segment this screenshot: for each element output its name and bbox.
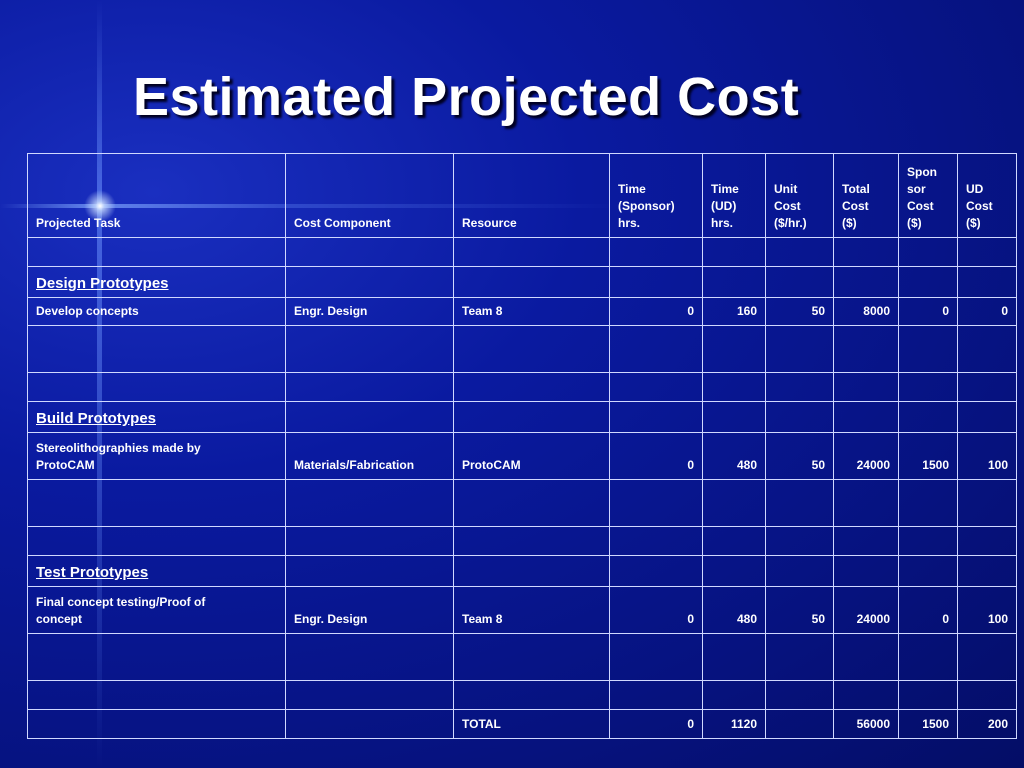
cell-total-cost: 8000 xyxy=(833,297,899,326)
section-row-test: Test Prototypes xyxy=(27,555,1017,587)
header-projected-task: Projected Task xyxy=(27,153,286,238)
header-time-ud: Time (UD) hrs. xyxy=(702,153,766,238)
empty-row xyxy=(27,325,1017,373)
total-row: TOTAL 0 1120 56000 1500 200 xyxy=(27,709,1017,739)
cell-unit-cost xyxy=(765,709,834,739)
cell-time-ud: 1120 xyxy=(702,709,766,739)
empty-row xyxy=(27,479,1017,527)
cell-component: Engr. Design xyxy=(285,297,454,326)
table-row: Final concept testing/Proof of concept E… xyxy=(27,586,1017,634)
cell-total-cost: 24000 xyxy=(833,432,899,480)
cell-time-ud: 480 xyxy=(702,432,766,480)
header-resource: Resource xyxy=(453,153,610,238)
cell-sponsor-cost: 1500 xyxy=(898,432,958,480)
cell-time-sponsor: 0 xyxy=(609,586,703,634)
cell-sponsor-cost: 0 xyxy=(898,297,958,326)
cell-time-sponsor: 0 xyxy=(609,709,703,739)
table-row: Develop concepts Engr. Design Team 8 0 1… xyxy=(27,297,1017,326)
header-unit-cost: Unit Cost ($/hr.) xyxy=(765,153,834,238)
header-total-cost: Total Cost ($) xyxy=(833,153,899,238)
cell-time-sponsor: 0 xyxy=(609,297,703,326)
header-sponsor-cost: Spon sor Cost ($) xyxy=(898,153,958,238)
header-cost-component: Cost Component xyxy=(285,153,454,238)
empty-row xyxy=(27,526,1017,556)
cell-sponsor-cost: 1500 xyxy=(898,709,958,739)
cell-ud-cost: 100 xyxy=(957,432,1017,480)
empty-row xyxy=(27,237,1017,267)
cell-time-sponsor: 0 xyxy=(609,432,703,480)
cell-resource: ProtoCAM xyxy=(453,432,610,480)
cell-unit-cost: 50 xyxy=(765,297,834,326)
cell-ud-cost: 0 xyxy=(957,297,1017,326)
empty-row xyxy=(27,633,1017,681)
section-design-prototypes: Design Prototypes xyxy=(27,266,286,298)
cell-component: Engr. Design xyxy=(285,586,454,634)
cell-task: Develop concepts xyxy=(27,297,286,326)
cell-time-ud: 480 xyxy=(702,586,766,634)
page-title: Estimated Projected Cost xyxy=(133,67,800,127)
empty-row xyxy=(27,680,1017,710)
table-row: Stereolithographies made by ProtoCAM Mat… xyxy=(27,432,1017,480)
cell-total-cost: 24000 xyxy=(833,586,899,634)
section-test-prototypes: Test Prototypes xyxy=(27,555,286,587)
cell-sponsor-cost: 0 xyxy=(898,586,958,634)
cell-total-cost: 56000 xyxy=(833,709,899,739)
cell-task: Final concept testing/Proof of concept xyxy=(27,586,286,634)
cell-task: Stereolithographies made by ProtoCAM xyxy=(27,432,286,480)
cell-total-label: TOTAL xyxy=(453,709,610,739)
cost-table: Projected Task Cost Component Resource T… xyxy=(27,153,1017,739)
section-build-prototypes: Build Prototypes xyxy=(27,401,286,433)
cell-resource: Team 8 xyxy=(453,586,610,634)
cell-unit-cost: 50 xyxy=(765,432,834,480)
cell-ud-cost: 200 xyxy=(957,709,1017,739)
section-row-build: Build Prototypes xyxy=(27,401,1017,433)
cell-resource: Team 8 xyxy=(453,297,610,326)
header-time-sponsor: Time (Sponsor) hrs. xyxy=(609,153,703,238)
cell-ud-cost: 100 xyxy=(957,586,1017,634)
cell-unit-cost: 50 xyxy=(765,586,834,634)
cell-time-ud: 160 xyxy=(702,297,766,326)
section-row-design: Design Prototypes xyxy=(27,266,1017,298)
header-ud-cost: UD Cost ($) xyxy=(957,153,1017,238)
cell-component: Materials/Fabrication xyxy=(285,432,454,480)
empty-row xyxy=(27,372,1017,402)
header-row: Projected Task Cost Component Resource T… xyxy=(27,153,1017,238)
